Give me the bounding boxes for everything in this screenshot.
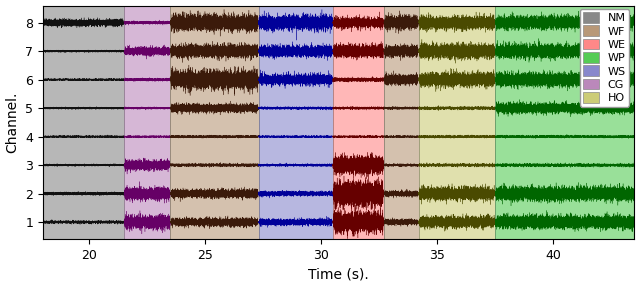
Bar: [170, 5, 259, 239]
Bar: [124, 5, 170, 239]
Bar: [384, 5, 419, 239]
Bar: [43, 5, 124, 239]
X-axis label: Time (s).: Time (s).: [308, 267, 369, 282]
Bar: [419, 5, 495, 239]
Bar: [259, 5, 333, 239]
Legend: NM, WF, WE, WP, WS, CG, HO: NM, WF, WE, WP, WS, CG, HO: [580, 9, 629, 106]
Bar: [333, 5, 384, 239]
Y-axis label: Channel.: Channel.: [6, 92, 20, 153]
Bar: [495, 5, 634, 239]
